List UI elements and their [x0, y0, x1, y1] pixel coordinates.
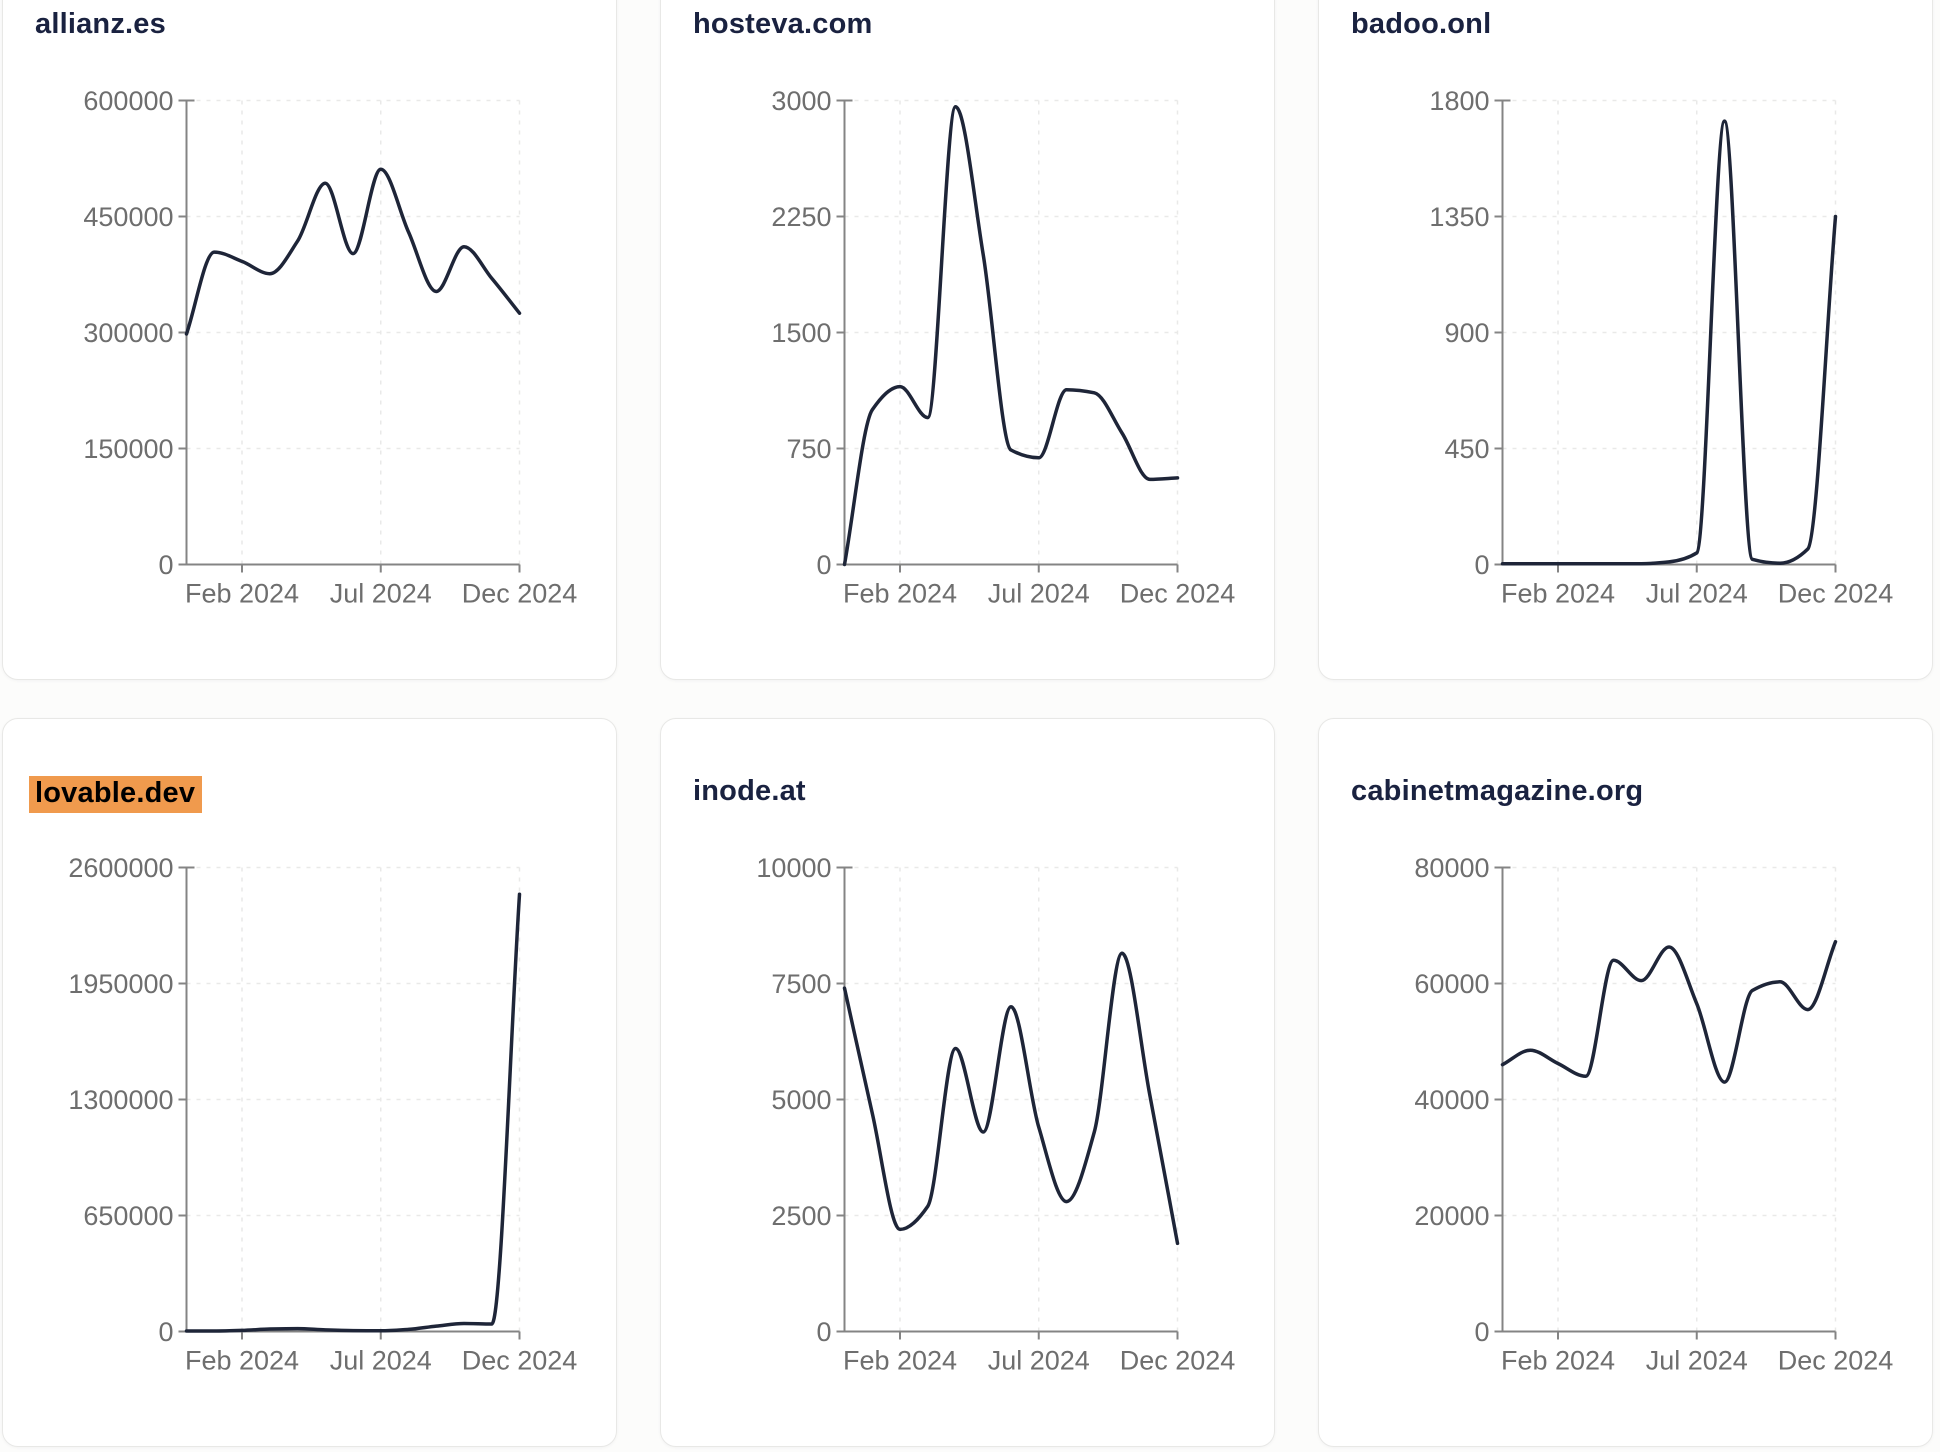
x-tick-label: Feb 2024: [1501, 1346, 1615, 1376]
y-tick-label: 1800: [1429, 86, 1489, 116]
gridlines: [186, 866, 521, 1332]
line-chart: 0 20000 40000 60000 80000 Feb 2024 Jul 2024 Dec…: [1414, 853, 1893, 1376]
x-tick-label: Dec 2024: [1120, 1346, 1236, 1376]
x-tick-label: Jul 2024: [988, 579, 1090, 609]
chart-card-title: hosteva.com: [693, 9, 873, 40]
y-tick-label: 7500: [771, 969, 831, 999]
data-line: [842, 104, 1180, 567]
y-tick-label: 450: [1444, 434, 1489, 464]
y-tick-label: 0: [1474, 550, 1489, 580]
gridlines: [1502, 99, 1837, 565]
y-tick-label: 0: [1474, 1317, 1489, 1347]
chart-card-allianz-es[interactable]: allianz.es 0 150000 300000 450000 600000 Feb …: [2, 0, 617, 680]
tick-labels: 0 150000 300000 450000 600000 Feb 2024 Jul 202…: [83, 86, 577, 609]
domain-title-text: cabinetmagazine.org: [1351, 775, 1644, 807]
y-tick-label: 60000: [1414, 969, 1489, 999]
tick-labels: 0 2500 5000 7500 10000 Feb 2024 Jul 2024 Dec 20…: [756, 853, 1235, 1376]
y-tick-label: 1950000: [68, 969, 173, 999]
axes: [178, 99, 521, 573]
line-chart: 0 450 900 1350 1800 Feb 2024 Jul 2024 Dec 2024: [1429, 86, 1893, 609]
tick-labels: 0 650000 1300000 1950000 2600000 Feb 2024 Jul …: [68, 853, 577, 1376]
data-line: [1500, 119, 1838, 566]
y-tick-label: 650000: [83, 1201, 173, 1231]
y-tick-label: 5000: [771, 1085, 831, 1115]
y-tick-label: 1300000: [68, 1085, 173, 1115]
line-chart: 0 2500 5000 7500 10000 Feb 2024 Jul 2024 Dec 20…: [756, 853, 1235, 1376]
chart-card-badoo-onl[interactable]: badoo.onl 0 450 900 1350 1800 Feb 2024 Jul 202…: [1318, 0, 1933, 680]
gridlines: [1502, 866, 1837, 1332]
x-tick-label: Dec 2024: [462, 1346, 578, 1376]
x-tick-label: Feb 2024: [1501, 579, 1615, 609]
axes: [178, 866, 521, 1340]
line-chart: 0 750 1500 2250 3000 Feb 2024 Jul 2024 Dec 2024: [771, 86, 1235, 609]
chart-card-title: lovable.dev: [29, 776, 203, 813]
gridlines: [844, 99, 1179, 565]
gridlines: [844, 866, 1179, 1332]
y-tick-label: 150000: [83, 434, 173, 464]
data-line: [184, 892, 522, 1333]
y-tick-label: 1350: [1429, 202, 1489, 232]
y-tick-label: 3000: [771, 86, 831, 116]
chart-card-inode-at[interactable]: inode.at 0 2500 5000 7500 10000 Feb 2024 Jul 2…: [660, 718, 1275, 1447]
tick-labels: 0 750 1500 2250 3000 Feb 2024 Jul 2024 Dec 2024: [771, 86, 1235, 609]
y-tick-label: 20000: [1414, 1201, 1489, 1231]
y-tick-label: 300000: [83, 318, 173, 348]
domain-title-text-highlighted: lovable.dev: [29, 776, 203, 813]
chart-card-title: allianz.es: [35, 9, 166, 40]
gridlines: [186, 99, 521, 565]
x-tick-label: Feb 2024: [185, 579, 299, 609]
data-line: [1500, 939, 1838, 1084]
x-tick-label: Dec 2024: [1778, 1346, 1894, 1376]
domain-title-text: badoo.onl: [1351, 8, 1492, 40]
y-tick-label: 0: [158, 550, 173, 580]
data-line: [842, 951, 1180, 1246]
y-tick-label: 40000: [1414, 1085, 1489, 1115]
x-tick-label: Dec 2024: [1120, 579, 1236, 609]
chart-card-title: badoo.onl: [1351, 9, 1491, 40]
y-tick-label: 10000: [756, 853, 831, 883]
y-tick-label: 0: [816, 550, 831, 580]
line-chart: 0 150000 300000 450000 600000 Feb 2024 Jul 202…: [83, 86, 577, 609]
y-tick-label: 900: [1444, 318, 1489, 348]
x-tick-label: Jul 2024: [330, 579, 432, 609]
axes: [836, 866, 1179, 1340]
y-tick-label: 0: [816, 1317, 831, 1347]
domain-title-text: allianz.es: [35, 8, 166, 40]
x-tick-label: Feb 2024: [843, 1346, 957, 1376]
y-tick-label: 1500: [771, 318, 831, 348]
x-tick-label: Dec 2024: [1778, 579, 1894, 609]
y-tick-label: 2500: [771, 1201, 831, 1231]
chart-card-title: cabinetmagazine.org: [1351, 776, 1643, 807]
axes: [1494, 866, 1837, 1340]
y-tick-label: 450000: [83, 202, 173, 232]
domain-title-text: inode.at: [693, 775, 806, 807]
chart-card-title: inode.at: [693, 776, 806, 807]
data-line: [184, 167, 522, 336]
x-tick-label: Jul 2024: [1646, 579, 1748, 609]
y-tick-label: 600000: [83, 86, 173, 116]
x-tick-label: Jul 2024: [988, 1346, 1090, 1376]
domain-title-text: hosteva.com: [693, 8, 873, 40]
line-chart: 0 650000 1300000 1950000 2600000 Feb 2024 Jul …: [68, 853, 577, 1376]
y-tick-label: 80000: [1414, 853, 1489, 883]
y-tick-label: 0: [158, 1317, 173, 1347]
y-tick-label: 2250: [771, 202, 831, 232]
x-tick-label: Jul 2024: [1646, 1346, 1748, 1376]
axes: [836, 99, 1179, 573]
chart-card-lovable-dev[interactable]: lovable.dev 0 650000 1300000 1950000 2600000…: [2, 718, 617, 1447]
tick-labels: 0 20000 40000 60000 80000 Feb 2024 Jul 2024 Dec…: [1414, 853, 1893, 1376]
chart-card-cabinetmagazine-org[interactable]: cabinetmagazine.org 0 20000 40000 60000 8000…: [1318, 718, 1933, 1447]
x-tick-label: Dec 2024: [462, 579, 578, 609]
y-tick-label: 2600000: [68, 853, 173, 883]
x-tick-label: Jul 2024: [330, 1346, 432, 1376]
x-tick-label: Feb 2024: [843, 579, 957, 609]
x-tick-label: Feb 2024: [185, 1346, 299, 1376]
y-tick-label: 750: [786, 434, 831, 464]
tick-labels: 0 450 900 1350 1800 Feb 2024 Jul 2024 Dec 2024: [1429, 86, 1893, 609]
chart-card-hosteva-com[interactable]: hosteva.com 0 750 1500 2250 3000 Feb 2024 Jul …: [660, 0, 1275, 680]
axes: [1494, 99, 1837, 573]
